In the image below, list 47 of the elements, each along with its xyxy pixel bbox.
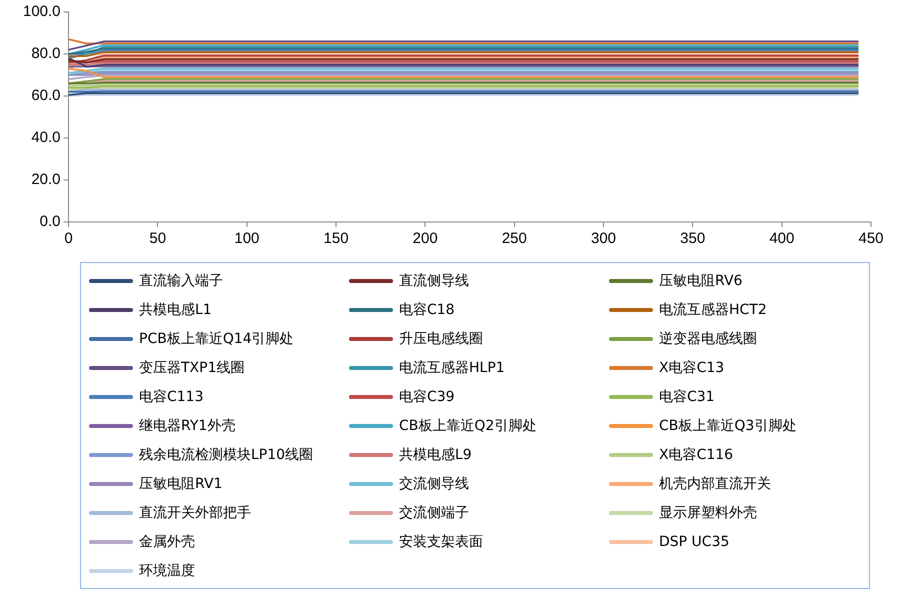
legend-label: 机壳内部直流开关	[659, 474, 771, 492]
x-tick-label: 150	[324, 230, 349, 248]
legend-label: 环境温度	[139, 562, 195, 580]
legend-label: X电容C13	[659, 358, 724, 376]
x-tick-label: 100	[234, 230, 260, 248]
x-tick-label: 350	[680, 230, 706, 248]
legend-label: 压敏电阻RV6	[659, 272, 742, 290]
y-tick-label: 20.0	[31, 171, 61, 188]
legend-label: 安装支架表面	[399, 532, 483, 550]
x-tick-label: 250	[502, 230, 527, 248]
legend-label: 金属外壳	[139, 532, 195, 550]
legend-label: 直流输入端子	[139, 272, 223, 290]
legend-label: 电容C113	[139, 388, 204, 406]
legend-label: 残余电流检测模块LP10线圈	[139, 446, 314, 464]
y-tick-label: 100.0	[22, 3, 61, 20]
x-tick-label: 50	[149, 230, 166, 248]
legend-label: 升压电感线圈	[399, 330, 483, 348]
legend-label: 变压器TXP1线圈	[139, 358, 244, 376]
y-tick-label: 0.0	[40, 213, 61, 230]
legend-label: 电流互感器HLP1	[399, 358, 505, 376]
legend-label: DSP UC35	[659, 534, 730, 550]
legend-label: CB板上靠近Q2引脚处	[399, 416, 536, 434]
x-tick-label: 400	[769, 230, 794, 248]
legend-label: 电容C18	[399, 300, 455, 318]
legend-label: 逆变器电感线圈	[659, 330, 757, 348]
legend-label: 共模电感L1	[139, 300, 212, 318]
legend-label: CB板上靠近Q3引脚处	[659, 416, 796, 434]
x-tick-label: 200	[412, 230, 438, 248]
legend-label: X电容C116	[659, 446, 734, 464]
legend-label: 显示屏塑料外壳	[659, 504, 757, 522]
legend-label: 电流互感器HCT2	[659, 300, 767, 318]
x-tick-label: 0	[64, 230, 73, 248]
y-tick-label: 80.0	[31, 45, 61, 62]
legend-label: 继电器RY1外壳	[139, 416, 236, 434]
legend-label: 电容C31	[659, 388, 715, 406]
legend-label: 直流侧导线	[399, 272, 469, 290]
y-tick-label: 60.0	[31, 87, 61, 104]
legend-label: 交流侧端子	[399, 504, 469, 522]
y-tick-label: 40.0	[31, 129, 61, 146]
x-tick-label: 300	[590, 230, 616, 248]
legend-label: 电容C39	[399, 388, 455, 406]
legend-label: 直流开关外部把手	[139, 504, 251, 522]
x-tick-label: 450	[858, 230, 884, 248]
legend-label: PCB板上靠近Q14引脚处	[139, 330, 294, 348]
legend-label: 压敏电阻RV1	[139, 474, 222, 492]
legend-label: 共模电感L9	[399, 446, 472, 464]
legend-label: 交流侧导线	[399, 474, 469, 492]
